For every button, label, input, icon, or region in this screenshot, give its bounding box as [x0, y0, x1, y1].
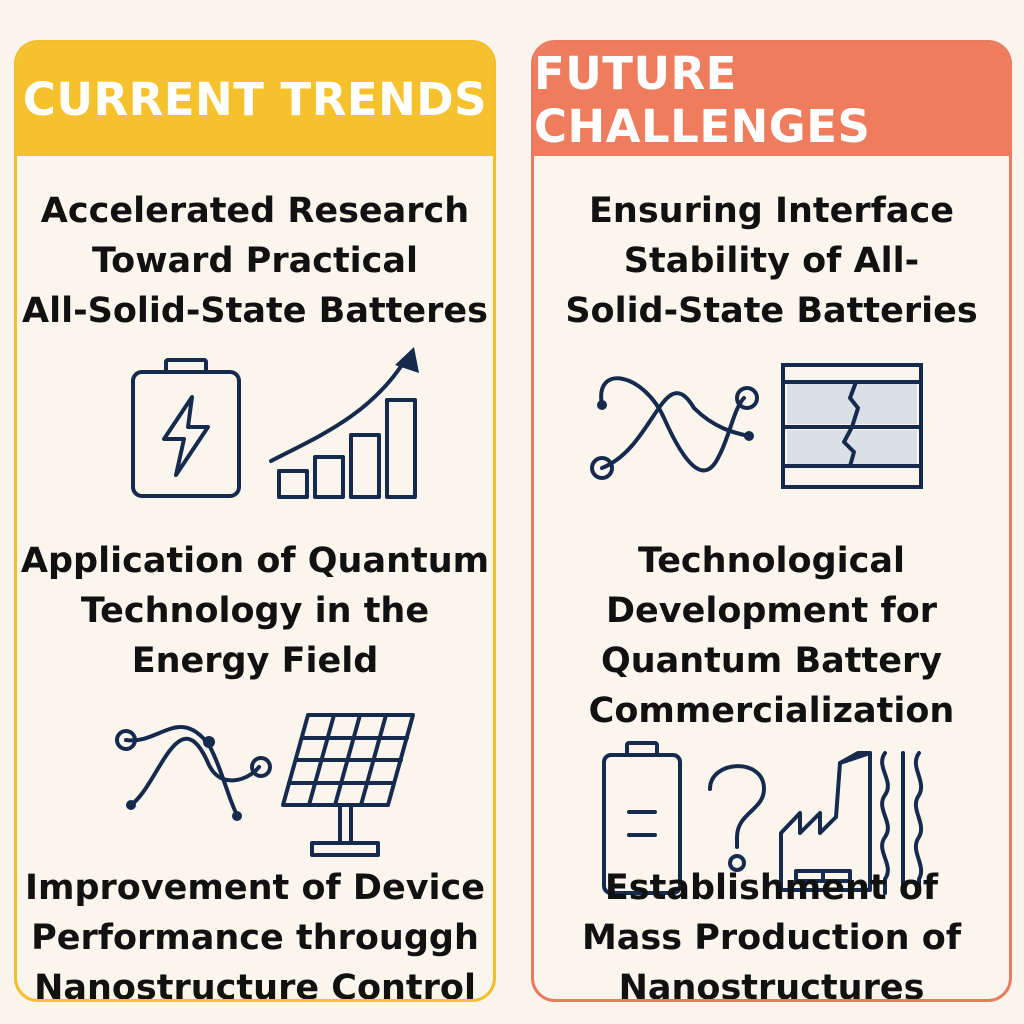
quantum-wave-icon: [584, 368, 759, 488]
challenge-item-mass-production: Establishment of Mass Production of Nano…: [581, 868, 962, 1002]
wavy-lines-icon: [875, 751, 927, 895]
future-challenges-panel: FUTURE CHALLENGES Ensuring Interface Sta…: [531, 40, 1012, 1002]
battery-bolt-icon: [130, 357, 242, 499]
future-challenges-header: FUTURE CHALLENGES: [534, 43, 1009, 156]
future-challenges-title: FUTURE CHALLENGES: [534, 46, 871, 153]
cracked-layers-icon: [780, 362, 924, 490]
solar-panel-icon: [278, 710, 428, 870]
trend-item-nanostructure-control: Improvement of Device Performance throug…: [25, 868, 485, 1002]
growth-chart-icon: [267, 345, 427, 499]
challenge-item-quantum-battery: Technological Development for Quantum Ba…: [588, 541, 955, 731]
current-trends-panel: CURRENT TRENDS Accelerated Research Towa…: [14, 40, 496, 1002]
current-trends-title: CURRENT TRENDS: [22, 73, 488, 126]
current-trends-header: CURRENT TRENDS: [17, 43, 493, 156]
quantum-wave-icon: [109, 705, 279, 825]
factory-icon: [778, 743, 878, 893]
question-mark-icon: [702, 755, 772, 875]
battery-icon: [601, 740, 683, 896]
trend-item-quantum-energy: Application of Quantum Technology in the…: [20, 541, 490, 681]
challenge-item-interface-stability: Ensuring Interface Stability of All- Sol…: [565, 191, 978, 331]
trend-item-solid-state-research: Accelerated Research Toward Practical Al…: [22, 191, 488, 331]
